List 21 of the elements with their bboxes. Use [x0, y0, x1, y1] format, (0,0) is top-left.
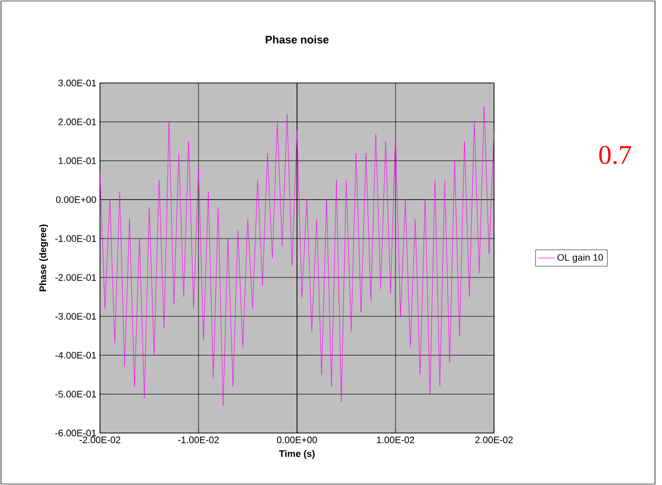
x-tick-label: 0.00E+00	[276, 436, 318, 444]
legend-label: OL gain 10	[558, 254, 603, 263]
y-tick-label: -1.00E-01	[55, 235, 96, 242]
y-tick-label: -4.00E-01	[55, 352, 96, 359]
y-tick-label: 1.00E-01	[58, 157, 96, 164]
y-tick-label: -2.00E-01	[55, 274, 96, 281]
text: 0.7	[599, 146, 632, 164]
x-tick-label: -1.00E-02	[178, 436, 219, 444]
y-tick-label: -3.00E-01	[55, 312, 96, 320]
x-tick-label: 1.00E-02	[377, 436, 414, 444]
x-tick-label: 2.00E-02	[475, 436, 513, 444]
y-tick-label: -5.00E-01	[55, 390, 96, 398]
y-axis-title: Phase (degree)	[39, 224, 48, 292]
chart-title: Phase noise	[266, 35, 329, 44]
x-tick-label: -2.00E-02	[80, 436, 120, 444]
y-tick-label: 0.00E+00	[56, 196, 96, 204]
y-tick-label: -6.00E-01	[55, 430, 96, 436]
line-series	[100, 106, 494, 406]
y-tick-label: 3.00E-01	[58, 80, 96, 86]
x-axis-title: Time (s)	[279, 450, 315, 459]
y-tick-label: 2.00E-01	[58, 118, 96, 126]
